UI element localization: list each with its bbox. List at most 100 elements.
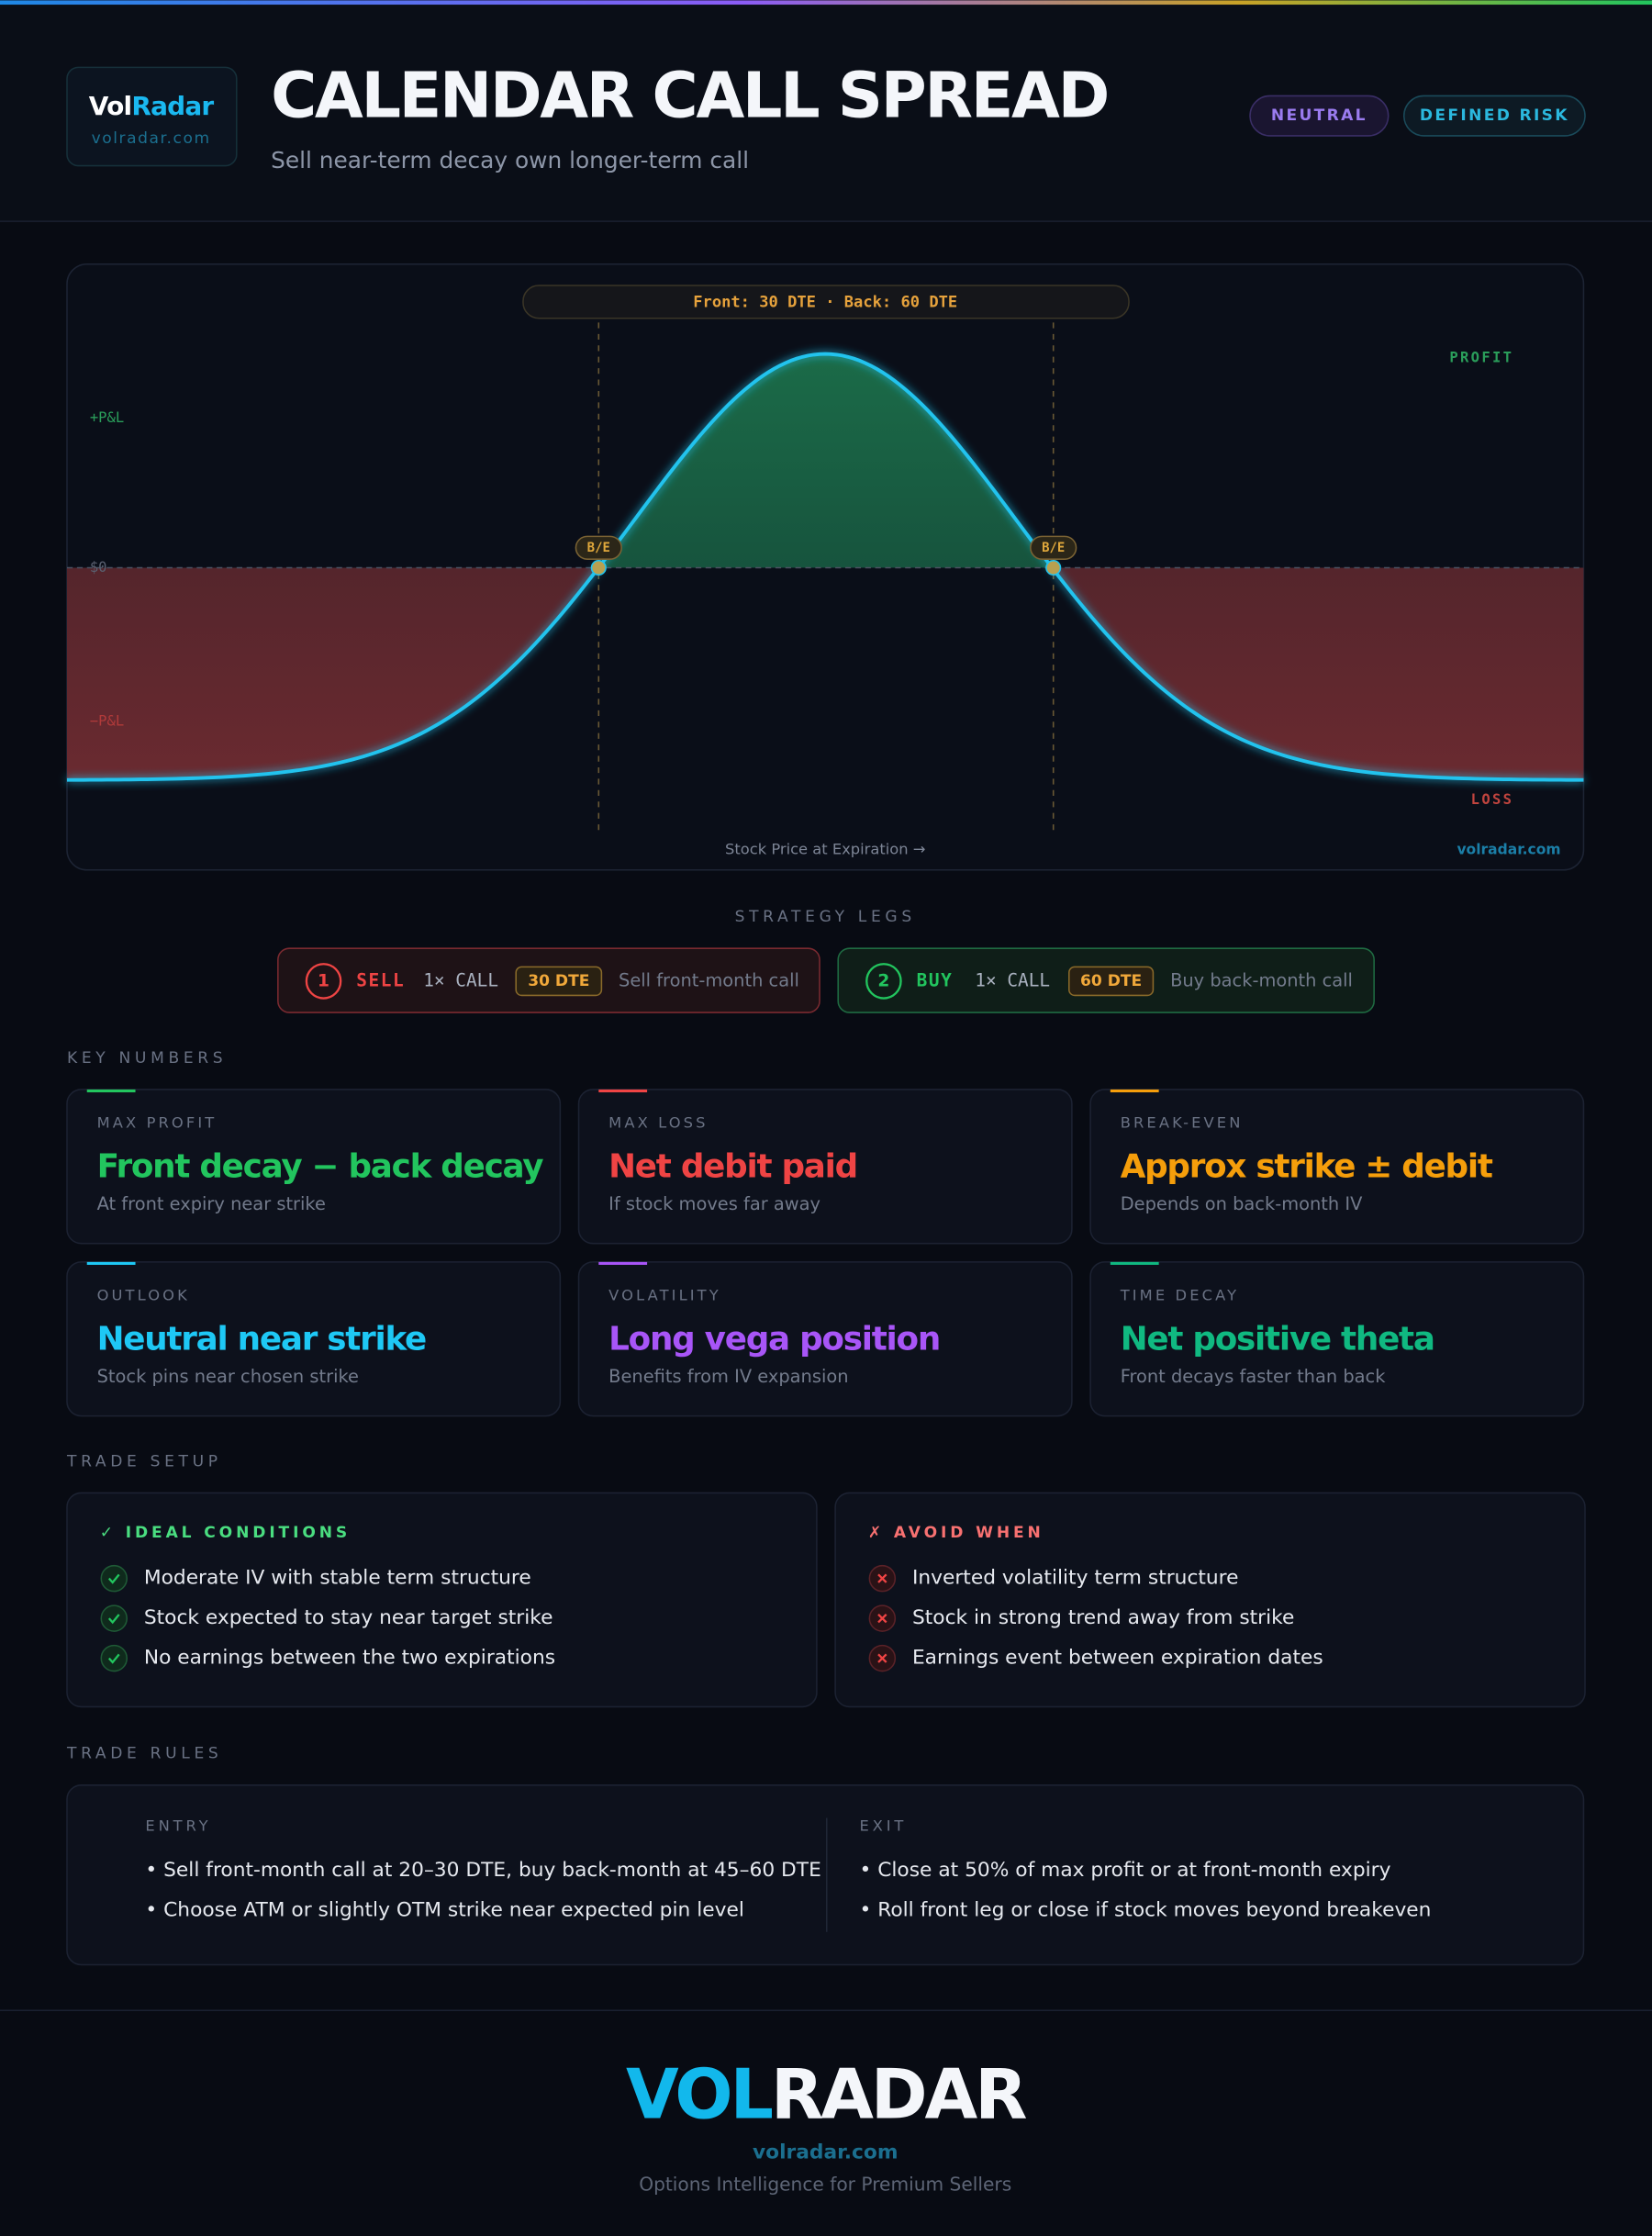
status-glyph: [877, 1573, 887, 1583]
card-accent: [1110, 1089, 1159, 1093]
metric-note: Benefits from IV expansion: [608, 1366, 848, 1387]
card-accent: [86, 1261, 136, 1265]
metric-note: At front expiry near strike: [97, 1193, 326, 1214]
profit-area: [66, 353, 1584, 568]
status-icon: [100, 1644, 128, 1672]
watermark: volradar.com: [1457, 842, 1560, 858]
brand-suffix: RADAR: [771, 2054, 1026, 2134]
breakeven-pill: [575, 535, 622, 560]
profit-label: PROFIT: [1449, 350, 1513, 366]
leg-number: 1: [318, 971, 329, 990]
footer-tagline: Options Intelligence for Premium Sellers: [639, 2174, 1011, 2196]
metric-value: Neutral near strike: [97, 1320, 426, 1358]
card-accent: [86, 1089, 136, 1093]
setup-item: Earnings event between expiration dates: [912, 1647, 1323, 1670]
metric-value: Long vega position: [608, 1320, 940, 1358]
card-accent: [598, 1261, 648, 1265]
leg-dte: 60 DTE: [1080, 972, 1142, 990]
section-title: TRADE RULES: [66, 1745, 222, 1763]
setup-title: ✓ IDEAL CONDITIONS: [100, 1524, 351, 1542]
status-glyph: [877, 1653, 887, 1663]
metric-card: [1089, 1261, 1585, 1417]
setup-title: ✗ AVOID WHEN: [868, 1524, 1044, 1542]
rules-title: EXIT: [859, 1817, 907, 1834]
tag: [1402, 95, 1586, 137]
metric-value: Approx strike ± debit: [1121, 1147, 1493, 1185]
status-icon: [100, 1564, 128, 1593]
status-glyph: [107, 1614, 120, 1625]
metric-label: OUTLOOK: [97, 1287, 190, 1304]
tag: [1249, 95, 1390, 137]
metric-value: Net positive theta: [1121, 1320, 1434, 1358]
status-glyph: [107, 1573, 120, 1584]
leg-action: SELL: [356, 969, 405, 990]
rule-item: • Roll front leg or close if stock moves…: [859, 1899, 1431, 1922]
tag-label: NEUTRAL: [1271, 106, 1367, 125]
leg-number: 2: [877, 971, 889, 990]
expiry-label: Front: 30 DTE · Back: 60 DTE: [693, 294, 957, 312]
leg-note: Buy back-month call: [1170, 969, 1353, 990]
setup-card: [66, 1492, 818, 1708]
setup-item: Moderate IV with stable term structure: [144, 1567, 531, 1590]
card-accent: [598, 1089, 648, 1093]
metric-card: [577, 1089, 1073, 1245]
breakeven-label: B/E: [1042, 541, 1065, 555]
logo-url: volradar.com: [92, 129, 211, 148]
page-subtitle: Sell near-term decay own longer-term cal…: [271, 147, 749, 173]
plus-label: +P&L: [90, 409, 124, 426]
status-glyph: [107, 1653, 120, 1664]
dte-pill: [1068, 966, 1155, 997]
x-axis-label: Stock Price at Expiration →: [725, 841, 925, 858]
metric-card: [66, 1089, 562, 1245]
metric-value: Front decay − back decay: [97, 1147, 544, 1185]
page-title: CALENDAR CALL SPREAD: [271, 61, 1108, 133]
logo: VolRadar: [89, 91, 215, 121]
loss-label: LOSS: [1471, 791, 1514, 808]
loss-area: [66, 567, 1584, 780]
setup-item: No earnings between the two expirations: [144, 1647, 555, 1670]
leg-dte: 30 DTE: [528, 972, 589, 990]
rule-item: • Sell front-month call at 20–30 DTE, bu…: [145, 1859, 820, 1882]
section-title: KEY NUMBERS: [67, 1049, 227, 1068]
rules-card: [66, 1784, 1585, 1966]
brand-prefix: VOL: [626, 2054, 773, 2134]
metric-note: Stock pins near chosen strike: [97, 1366, 359, 1387]
minus-label: −P&L: [90, 713, 124, 730]
status-glyph: [877, 1613, 887, 1624]
setup-item: Inverted volatility term structure: [912, 1567, 1239, 1590]
top-bar: [0, 0, 1652, 6]
rule-item: • Close at 50% of max profit or at front…: [859, 1859, 1390, 1882]
dte-pill: [515, 966, 603, 997]
zero-label: $0: [90, 559, 107, 576]
payoff-curve: [66, 352, 1584, 782]
breakeven-dot: [1045, 559, 1062, 576]
metric-label: TIME DECAY: [1120, 1287, 1239, 1304]
logo-suffix: Radar: [131, 91, 214, 121]
metric-label: BREAK-EVEN: [1121, 1114, 1244, 1132]
leg-number-ring: [865, 963, 902, 1000]
leg-number-ring: [305, 963, 342, 1000]
metric-card: [1089, 1089, 1585, 1245]
footer-brand: VOLRADAR: [626, 2054, 1026, 2134]
breakeven-dot: [590, 559, 607, 576]
status-icon: [100, 1604, 128, 1632]
section-title: STRATEGY LEGS: [735, 908, 916, 926]
leg-action: BUY: [917, 969, 954, 990]
metric-label: MAX PROFIT: [97, 1114, 218, 1132]
metric-value: Net debit paid: [608, 1147, 857, 1185]
leg-note: Sell front-month call: [619, 969, 799, 990]
metric-label: VOLATILITY: [608, 1287, 721, 1304]
breakeven-pill: [1030, 535, 1077, 560]
setup-item: Stock expected to stay near target strik…: [144, 1606, 553, 1629]
card-accent: [1110, 1261, 1159, 1265]
metric-note: Front decays faster than back: [1121, 1366, 1387, 1387]
metric-card: [577, 1261, 1073, 1417]
leg-contract: 1× CALL: [975, 969, 1050, 990]
leg-contract: 1× CALL: [423, 969, 498, 990]
metric-note: If stock moves far away: [608, 1193, 820, 1214]
setup-item: Stock in strong trend away from strike: [912, 1606, 1294, 1629]
metric-card: [66, 1261, 562, 1417]
logo-box: [66, 66, 238, 167]
section-title: TRADE SETUP: [66, 1452, 222, 1470]
